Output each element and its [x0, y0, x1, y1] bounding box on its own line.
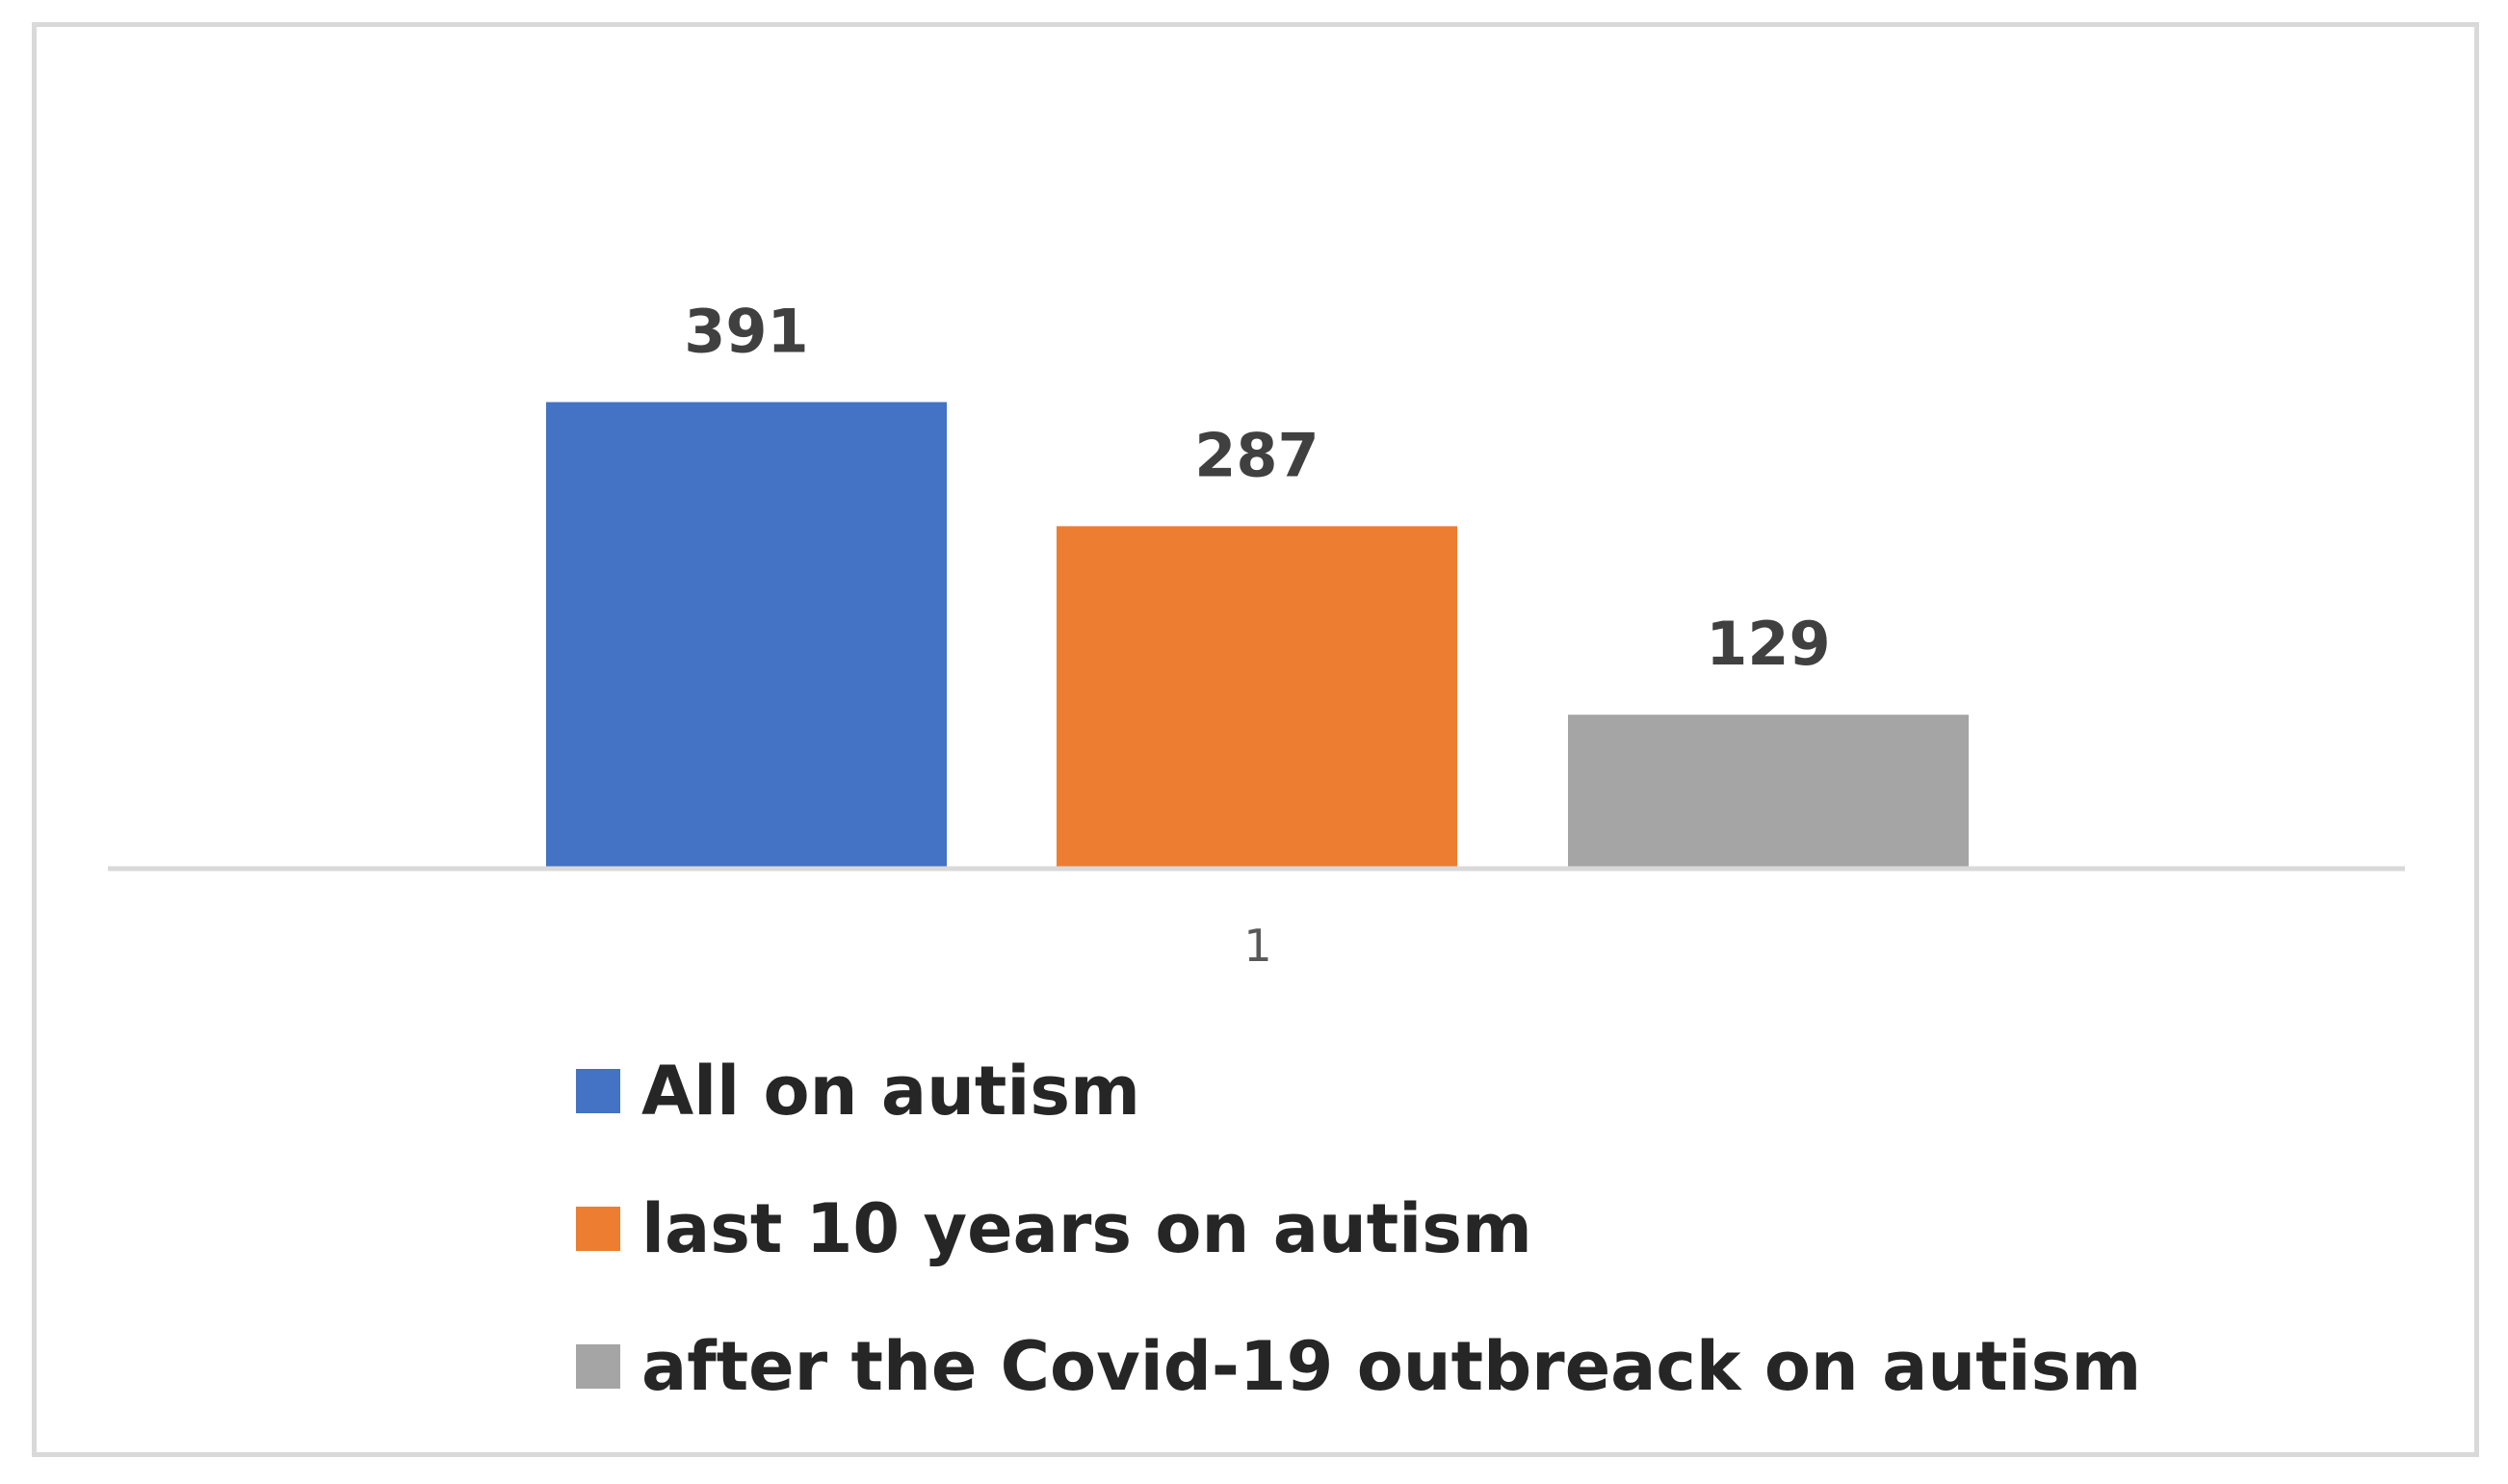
- legend-label-2: last 10 years on autism: [641, 1189, 1532, 1268]
- data-label-1: 391: [684, 297, 808, 367]
- bars-layer: [546, 402, 1969, 869]
- bar-3: [1568, 715, 1969, 869]
- data-label-3: 129: [1706, 609, 1830, 679]
- legend-swatch-2: [576, 1207, 620, 1251]
- bar-2: [1057, 526, 1457, 869]
- legend-swatch-1: [576, 1069, 620, 1113]
- data-label-2: 287: [1194, 420, 1319, 490]
- bar-1: [546, 402, 947, 869]
- legend-label-3: after the Covid-19 outbreack on autism: [641, 1327, 2141, 1406]
- legend-swatch-3: [576, 1344, 620, 1389]
- data-labels-layer: 391 287 129: [684, 297, 1830, 680]
- legend-label-1: All on autism: [641, 1052, 1140, 1131]
- x-ticks-layer: 1: [1243, 920, 1271, 972]
- legend: All on autism last 10 years on autism afte…: [576, 1052, 2141, 1406]
- x-tick-label: 1: [1243, 920, 1271, 972]
